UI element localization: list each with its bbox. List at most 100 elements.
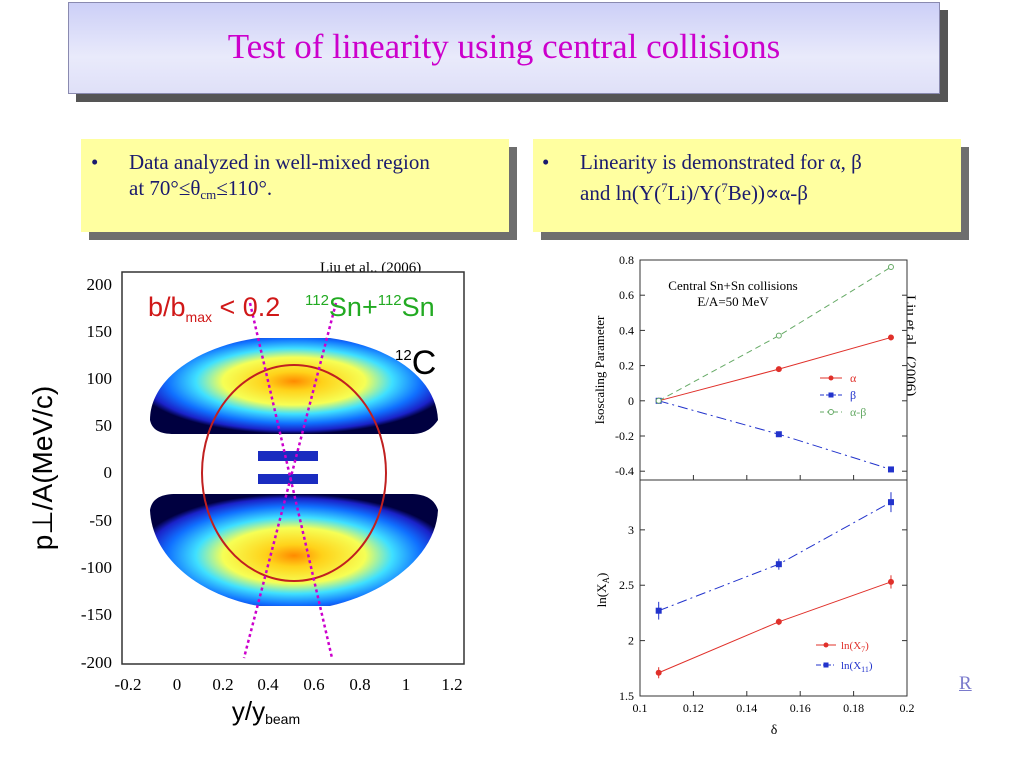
top-panel-ylabel: Isoscaling Parameter [592,315,607,424]
xtick-label: 0.1 [633,701,648,715]
legend-alpha: α [850,371,857,385]
upper-distribution [150,338,438,434]
centrality-label-pre: b/b [148,292,186,322]
data-point [655,607,662,614]
system-sup2: 112 [378,292,402,309]
data-point [775,561,782,568]
xtick-label: 0.16 [790,701,811,715]
legend-marker-lnx11 [823,662,829,668]
bullet-2-line2-a: and ln(Y( [580,181,662,205]
legend-alpha-minus-beta: α-β [850,405,866,419]
lower-distribution [150,494,438,606]
top-panel-frame [639,259,908,481]
xtick: 1.2 [441,675,462,694]
bullet-1-line2: at 70°≤θcm≤110°. [129,175,430,208]
right-figure: Central Sn+Sn collisions E/A=50 MeV Isos… [592,253,915,738]
ytick-label: 3 [628,523,634,537]
system-b: Sn [402,292,435,322]
ytick: -200 [81,653,112,672]
legend-marker-beta [828,392,834,398]
data-point [887,578,894,585]
bullet-1-line2-sub: cm [200,187,217,202]
upper-gap-strip [258,451,318,461]
ytick-label: -0.2 [615,429,634,443]
bullet-2: • [542,149,549,175]
bottom-panel-ylabel: ln(XA) [594,573,611,608]
left-figure: 200 150 100 50 0 -50 -100 -150 -200 -0.2… [27,271,465,727]
bullet-2-line2-b: Li)/Y( [667,181,722,205]
centrality-label-post: < 0.2 [212,292,280,322]
ytick-label: 1.5 [619,689,634,703]
bullet-1-text: Data analyzed in well-mixed region at 70… [129,149,430,208]
data-point [887,264,894,271]
data-point [887,499,894,506]
bullet-2-line2-sup2: 7 [721,180,728,195]
xtick-label: 0.12 [683,701,704,715]
system-a: Sn+ [329,292,378,322]
theta-cut-line [248,302,334,659]
lower-gap-strip [258,474,318,484]
x-axis-label: y/ybeam [232,696,300,727]
ytick-label: 0 [628,394,634,408]
bullet-1: • [91,149,98,175]
bullet-1-line2-post: ≤110°. [216,176,273,200]
data-point [655,397,662,404]
bullet-marker: • [542,150,550,174]
series-line [658,266,892,402]
ytick: -150 [81,605,112,624]
angle-cut-circle [201,364,387,582]
ytick-label: 0.2 [619,359,634,373]
data-point [887,334,894,341]
ytick-label: 0.6 [619,288,634,302]
top-legend: α β α-β [820,371,866,419]
ytick-label: 0.4 [619,323,634,337]
ytick-label: 0.8 [619,253,634,267]
system-sup1: 112 [305,292,329,309]
bullet-1-line2-pre: at 70°≤θ [129,176,201,200]
legend-beta: β [850,388,856,402]
bullet-2-line2-sup1: 7 [661,180,668,195]
bullet-2-line2-c: Be))∝α-β [727,181,808,205]
ytick-label: 2.5 [619,578,634,592]
centrality-label: b/bmax < 0.2 [148,292,280,325]
y-axis-label: p⊥/A(MeV/c) [27,386,58,550]
ytick: -50 [89,511,112,530]
bullet-2-line1: Linearity is demonstrated for α, β [580,150,862,174]
bullet-2-line2: and ln(Y(7Li)/Y(7Be))∝α-β [580,175,862,206]
bullet-box-1: • Data analyzed in well-mixed region at … [81,139,509,232]
ytick: -100 [81,558,112,577]
xtick: 0 [173,675,182,694]
ytick: 200 [87,275,113,294]
data-point [655,669,662,676]
title-box: Test of linearity using central collisio… [68,2,940,94]
x-axis-label-main: y/y [232,696,265,726]
system-label: 112Sn+112Sn [305,292,435,322]
y-tick-labels: 200 150 100 50 0 -50 -100 -150 -200 [81,275,112,672]
xtick: -0.2 [115,675,142,694]
ytick-label: 2 [628,634,634,648]
xtick: 0.2 [212,675,233,694]
ytick: 0 [104,463,113,482]
x-tick-labels: -0.2 0 0.2 0.4 0.6 0.8 1 1.2 [115,675,463,694]
data-point [775,366,782,373]
xtick: 0.8 [349,675,370,694]
legend-marker-alpha [828,375,834,381]
target-sup: 12 [395,347,412,364]
xtick: 0.4 [257,675,279,694]
target-symbol: C [412,344,437,382]
legend-marker-alpha-minus-beta [828,409,834,415]
xtick-label: 0.18 [843,701,864,715]
legend-lnx11: ln(X11) [841,660,873,674]
xtick-label: 0.14 [736,701,757,715]
legend-marker-lnx7 [823,642,829,648]
top-panel-title: Central Sn+Sn collisions [668,278,797,293]
ytick: 150 [87,322,113,341]
bullet-box-2: • Linearity is demonstrated for α, β and… [533,139,961,232]
ytick-label: -0.4 [615,464,634,478]
data-point [775,431,782,438]
bullet-2-text: Linearity is demonstrated for α, β and l… [580,149,862,206]
r-link[interactable]: R [959,673,972,694]
bottom-panel-frame [639,479,908,697]
theta-cut-line [242,302,338,659]
plot-marks: 0.8 0.6 0.4 0.2 0 -0.2 -0.4 1.5 2 2.5 3 0.1 0.12 0.14… [615,253,915,715]
